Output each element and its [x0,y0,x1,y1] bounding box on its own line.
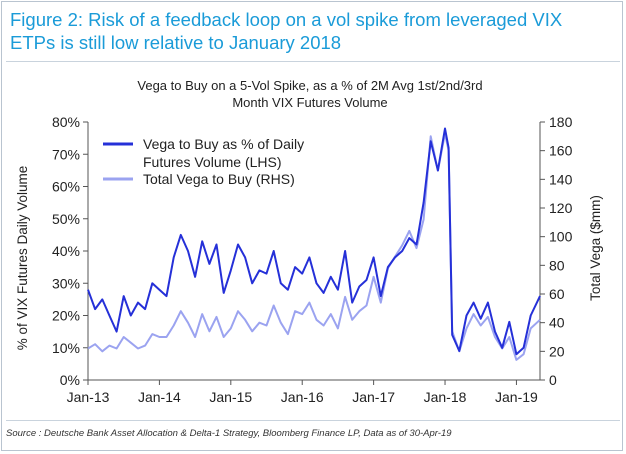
x-tick-label: Jan-14 [138,389,181,405]
source-note: Source : Deutsche Bank Asset Allocation … [6,428,452,439]
y2-tick-label: 180 [549,114,573,130]
chart-area: Vega to Buy on a 5-Vol Spike, as a % of … [0,76,626,412]
y-tick-label: 80% [52,114,80,130]
title-divider [6,61,620,62]
legend-label-lhs-line-1: Vega to Buy as % of Daily [143,136,304,152]
legend-label-rhs: Total Vega to Buy (RHS) [143,171,295,187]
x-tick-label: Jan-18 [424,389,467,405]
y-tick-label: 50% [52,211,80,227]
y-tick-label: 70% [52,146,80,162]
source-divider [6,420,620,421]
x-tick-label: Jan-13 [67,389,110,405]
y-axis-label: % of VIX Futures Daily Volume [15,166,30,351]
chart-marks: 0% 10% 20% 30% 40% 50% 60% 70% 80% 0 20 40 60 80 100 12… [52,114,573,405]
y2-tick-label: 60 [549,286,565,302]
y-tick-label: 20% [52,308,80,324]
y2-tick-label: 120 [549,200,573,216]
x-tick-label: Jan-15 [209,389,252,405]
y-tick-label: 30% [52,275,80,291]
y-tick-label: 0% [60,372,80,388]
y2-tick-label: 20 [549,343,565,359]
chart-svg: Vega to Buy on a 5-Vol Spike, as a % of … [15,78,603,405]
y-tick-label: 60% [52,179,80,195]
y2-tick-label: 140 [549,171,573,187]
chart-title-line-1: Vega to Buy on a 5-Vol Spike, as a % of … [137,78,482,93]
y-tick-label: 40% [52,243,80,259]
chart-title-line-2: Month VIX Futures Volume [232,95,387,110]
y2-tick-label: 80 [549,257,565,273]
figure-title: Figure 2: Risk of a feedback loop on a v… [10,9,563,53]
y2-tick-label: 100 [549,229,573,245]
x-tick-label: Jan-19 [495,389,538,405]
x-tick-label: Jan-16 [281,389,324,405]
y2-axis-label: Total Vega ($mm) [588,195,603,301]
series-line-lhs [87,127,541,356]
legend-label-lhs-line-2: Futures Volume (LHS) [143,154,282,170]
y-tick-label: 10% [52,340,80,356]
y2-tick-label: 0 [549,372,557,388]
y2-tick-label: 40 [549,315,565,331]
x-tick-label: Jan-17 [352,389,395,405]
y2-tick-label: 160 [549,143,573,159]
